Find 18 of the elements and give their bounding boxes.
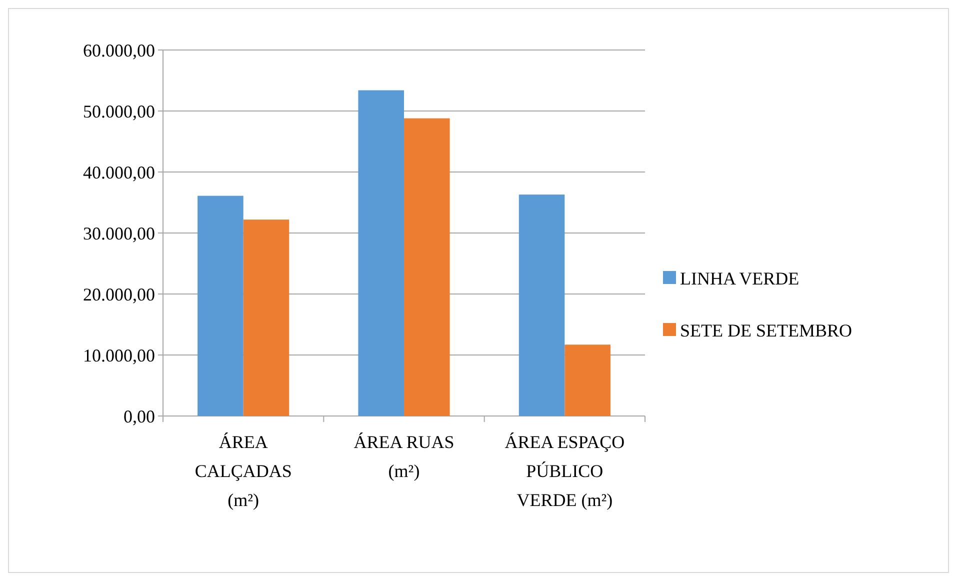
bar — [518, 194, 565, 416]
y-tick-label: 10.000,00 — [83, 345, 155, 366]
bar — [404, 118, 450, 416]
legend-label: LINHA VERDE — [680, 268, 800, 288]
bar — [564, 344, 610, 416]
legend-label: SETE DE SETEMBRO — [680, 320, 852, 340]
bar — [358, 90, 404, 416]
x-tick-label: ÁREA CALÇADAS (m²) — [194, 432, 292, 510]
y-tick-label: 0,00 — [124, 406, 155, 426]
x-tick-label: ÁREA RUAS (m²) — [354, 432, 454, 481]
bar — [198, 196, 244, 416]
y-tick-label: 30.000,00 — [83, 223, 155, 244]
y-tick-label: 20.000,00 — [83, 284, 155, 304]
y-tick-label: 40.000,00 — [83, 162, 155, 182]
x-tick-label: ÁREA ESPAÇO PÚBLICO VERDE (m²) — [504, 432, 625, 510]
y-tick-label: 50.000,00 — [83, 101, 155, 122]
y-tick-label: 60.000,00 — [83, 40, 155, 60]
bar — [243, 220, 290, 416]
